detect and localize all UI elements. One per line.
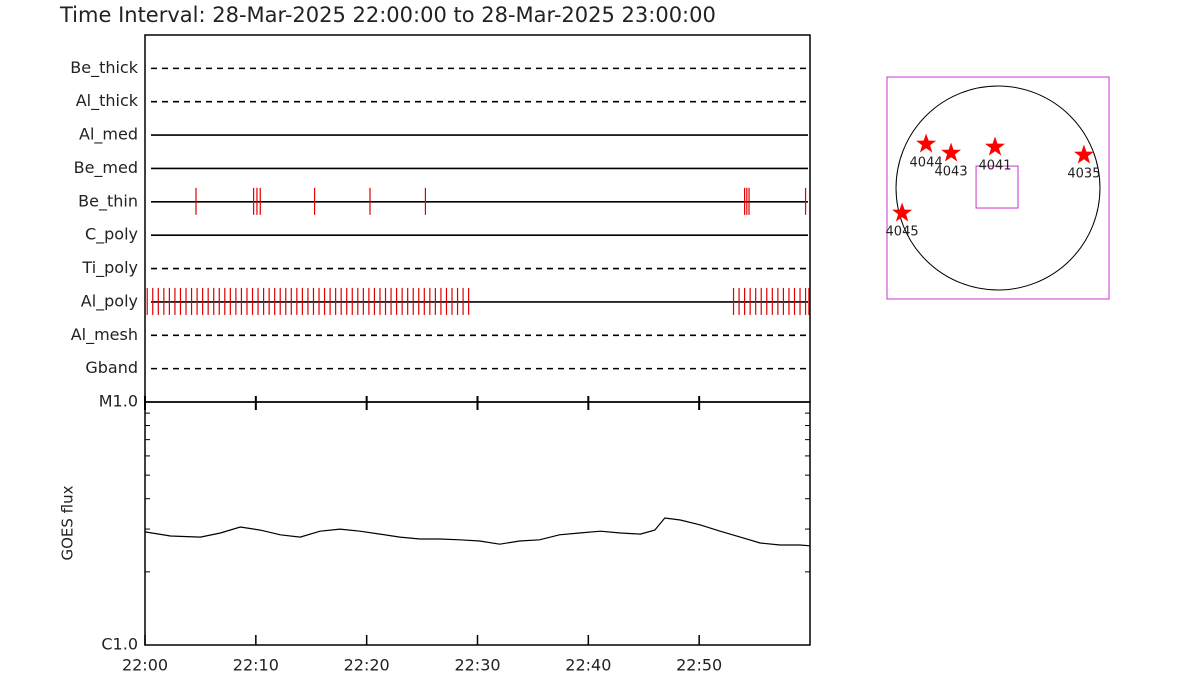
row-label: Gband xyxy=(85,358,138,377)
x-tick-label: 22:30 xyxy=(454,656,500,675)
row-label: Al_poly xyxy=(81,291,138,311)
x-tick-label: 22:10 xyxy=(233,656,279,675)
y-tick-label: C1.0 xyxy=(101,635,138,654)
filter-panel xyxy=(144,34,811,403)
region-star xyxy=(985,136,1005,156)
map-frame xyxy=(886,76,1110,300)
goes-curve xyxy=(144,517,811,547)
region-label: 4045 xyxy=(886,224,919,239)
region-star xyxy=(941,142,961,162)
x-tick-label: 22:40 xyxy=(565,656,611,675)
row-label: Al_thick xyxy=(76,91,139,111)
region-star xyxy=(916,133,937,153)
goes-panel xyxy=(144,401,811,646)
region-star xyxy=(892,202,913,222)
chart-title: Time Interval: 28-Mar-2025 22:00:00 to 2… xyxy=(59,3,716,27)
row-label: C_poly xyxy=(85,225,138,245)
region-label: 4035 xyxy=(1067,166,1100,181)
row-label: Al_med xyxy=(79,125,138,145)
row-label: Be_thin xyxy=(78,191,138,211)
field-of-view xyxy=(975,165,1019,209)
row-label: Al_mesh xyxy=(71,325,138,345)
region-label: 4041 xyxy=(978,158,1011,173)
y-tick-label: M1.0 xyxy=(99,392,138,411)
region-label: 4043 xyxy=(935,165,968,180)
region-label: 4044 xyxy=(910,156,943,171)
row-label: Be_thick xyxy=(70,58,138,78)
x-tick-label: 22:20 xyxy=(344,656,390,675)
x-tick-label: 22:50 xyxy=(676,656,722,675)
row-label: Ti_poly xyxy=(81,258,138,278)
y-axis-label: GOES flux xyxy=(59,485,77,560)
row-label: Be_med xyxy=(74,158,138,178)
solar-disk xyxy=(895,85,1101,291)
x-tick-label: 22:00 xyxy=(122,656,168,675)
region-star xyxy=(1073,144,1094,164)
